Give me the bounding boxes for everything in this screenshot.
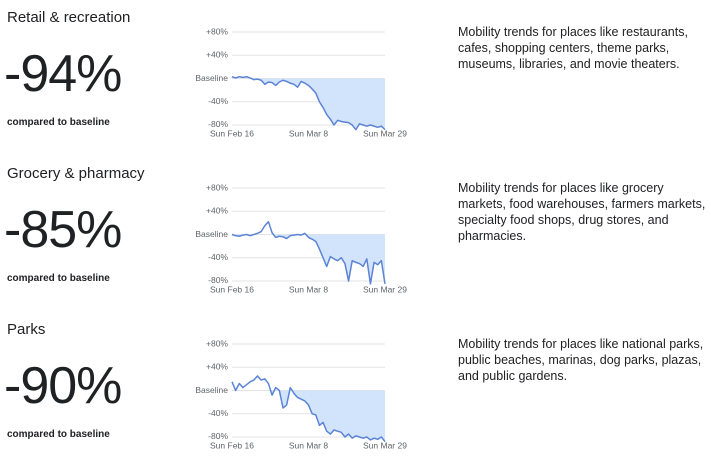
description: Mobility trends for places like national… (458, 337, 704, 383)
y-tick-label: -40% (208, 96, 228, 106)
y-tick-label: +80% (206, 338, 228, 348)
y-tick-label: -80% (208, 275, 228, 285)
y-tick-label: Baseline (195, 229, 228, 239)
x-tick-label: Sun Mar 8 (289, 284, 328, 294)
x-tick-label: Sun Feb 16 (210, 440, 254, 450)
section-title: Parks (7, 321, 46, 338)
x-tick-label: Sun Mar 29 (363, 284, 407, 294)
x-tick-label: Sun Mar 8 (289, 128, 328, 138)
x-tick-label: Sun Feb 16 (210, 284, 254, 294)
y-tick-label: Baseline (195, 73, 228, 83)
y-tick-label: -80% (208, 431, 228, 441)
trend-chart: +80% +40% Baseline -40% -80%Sun Feb 16 Sun Ma… (195, 182, 407, 294)
y-tick-label: +80% (206, 26, 228, 36)
section-title: Grocery & pharmacy (7, 165, 145, 182)
y-tick-label: +40% (206, 362, 228, 372)
x-tick-label: Sun Mar 29 (363, 128, 407, 138)
trend-chart: +80% +40% Baseline -40% -80%Sun Feb 16 Sun Ma… (195, 338, 407, 450)
description: Mobility trends for places like restaura… (458, 25, 688, 71)
area (232, 390, 385, 442)
area (232, 78, 385, 130)
caption: compared to baseline (7, 273, 110, 284)
area (232, 234, 385, 284)
line (231, 76, 386, 131)
x-tick-label: Sun Mar 29 (363, 440, 407, 450)
caption: compared to baseline (7, 429, 110, 440)
line (231, 220, 386, 285)
line (231, 375, 386, 443)
y-tick-label: +80% (206, 182, 228, 192)
y-tick-label: -40% (208, 408, 228, 418)
x-tick-label: Sun Feb 16 (210, 128, 254, 138)
x-tick-label: Sun Mar 8 (289, 440, 328, 450)
y-tick-label: -80% (208, 119, 228, 129)
caption: compared to baseline (7, 117, 110, 128)
headline-value: -90% (4, 357, 122, 415)
y-tick-label: Baseline (195, 385, 228, 395)
description: Mobility trends for places like grocery … (458, 181, 706, 243)
y-tick-label: +40% (206, 50, 228, 60)
y-tick-label: +40% (206, 206, 228, 216)
section-title: Retail & recreation (7, 9, 131, 26)
trend-chart: +80% +40% Baseline -40% -80%Sun Feb 16 Sun Ma… (195, 26, 407, 138)
headline-value: -85% (4, 201, 122, 259)
y-tick-label: -40% (208, 252, 228, 262)
headline-value: -94% (4, 45, 122, 103)
